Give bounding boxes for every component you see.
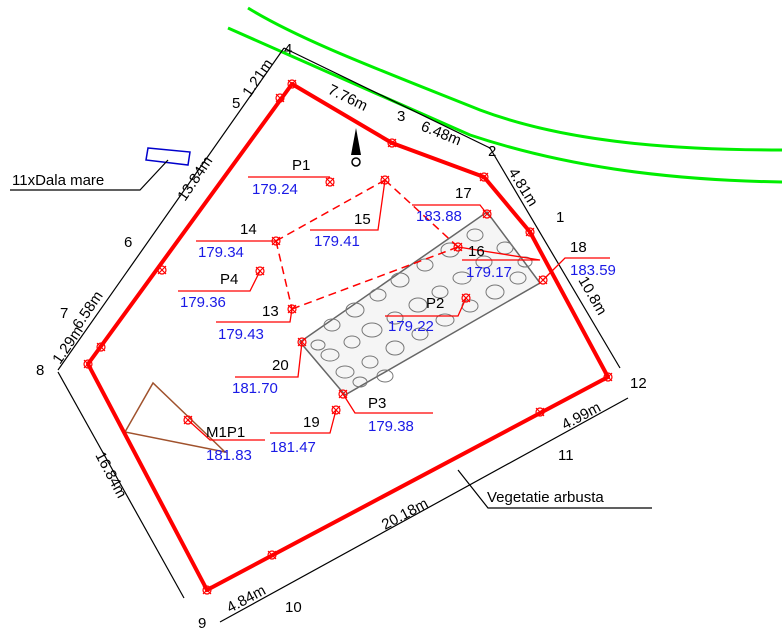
- station-10: 10: [285, 599, 302, 616]
- station-1: 1: [556, 209, 564, 226]
- station-5: 5: [232, 95, 240, 112]
- survey-point-markers: [83, 79, 613, 595]
- property-boundary: [86, 82, 610, 592]
- dim-7-6: 6.58m: [69, 288, 106, 332]
- station-8: 8: [36, 362, 44, 379]
- point-name-p4: P4: [220, 271, 238, 288]
- dim-2-1: 4.81m: [505, 165, 542, 209]
- elev-18: 183.59: [570, 262, 616, 279]
- elev-p2: 179.22: [388, 318, 434, 335]
- elev-19: 181.47: [270, 439, 316, 456]
- elev-p3: 179.38: [368, 418, 414, 435]
- elev-16: 179.17: [466, 264, 512, 281]
- point-name-m1p1: M1P1: [206, 424, 245, 441]
- dim-5-4: 1.21m: [239, 56, 276, 100]
- point-name-16: 16: [468, 243, 485, 260]
- vegetation-label: Vegetatie arbusta: [487, 489, 604, 506]
- point-name-13: 13: [262, 303, 279, 320]
- elev-17: 183.88: [416, 208, 462, 225]
- dashed-connections: [275, 179, 459, 310]
- dim-18-12: 10.8m: [575, 274, 611, 319]
- elev-p1: 179.24: [252, 181, 298, 198]
- slab-label: 11xDala mare: [12, 172, 104, 189]
- dim-12-11: 4.99m: [559, 399, 604, 434]
- elev-14: 179.34: [198, 244, 244, 261]
- slab-leader: [10, 159, 169, 191]
- station-12: 12: [630, 375, 647, 392]
- north-arrow-icon: [351, 128, 361, 167]
- vegetation-line-lower: [227, 26, 782, 184]
- point-name-p3: P3: [368, 395, 386, 412]
- station-6: 6: [124, 234, 132, 251]
- point-name-15: 15: [354, 211, 371, 228]
- point-name-p2: P2: [426, 295, 444, 312]
- brown-feature: [124, 381, 228, 454]
- label-leaders: [178, 176, 610, 441]
- station-11: 11: [558, 447, 574, 464]
- point-name-18: 18: [570, 239, 587, 256]
- dim-10-9: 4.84m: [224, 582, 269, 617]
- dimension-lines: [57, 47, 629, 623]
- station-4: 4: [284, 41, 292, 58]
- elev-m1p1: 181.83: [206, 447, 252, 464]
- point-name-p1: P1: [292, 157, 310, 174]
- elev-p4: 179.36: [180, 294, 226, 311]
- vegetation-leader: [457, 469, 652, 509]
- dim-11-10: 20.18m: [379, 495, 431, 534]
- station-2: 2: [488, 143, 496, 160]
- dim-8-9: 16.84m: [91, 449, 130, 501]
- point-name-19: 19: [303, 414, 320, 431]
- stone-area: [298, 210, 542, 396]
- vegetation-line-upper: [247, 6, 782, 152]
- slab-symbol-icon: [145, 147, 191, 166]
- station-9: 9: [198, 615, 206, 631]
- point-name-14: 14: [240, 221, 257, 238]
- elev-20: 181.70: [232, 380, 278, 397]
- elev-15: 179.41: [314, 233, 360, 250]
- elev-13: 179.43: [218, 326, 264, 343]
- station-7: 7: [60, 305, 68, 322]
- point-name-17: 17: [455, 185, 472, 202]
- station-3: 3: [397, 108, 405, 125]
- point-name-20: 20: [272, 357, 289, 374]
